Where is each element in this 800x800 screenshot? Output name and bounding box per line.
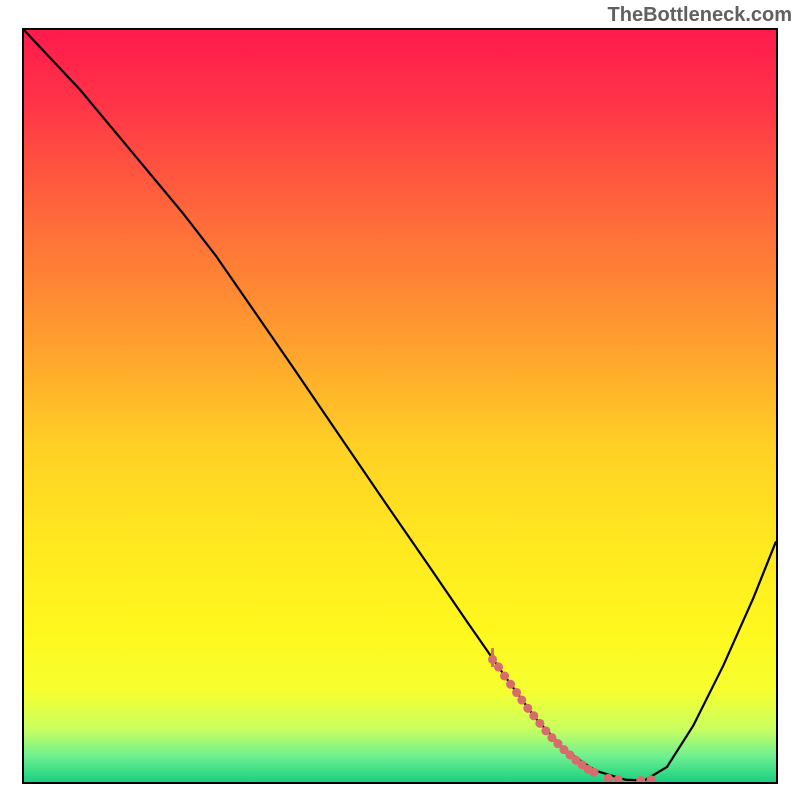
highlight-dot	[500, 671, 509, 680]
bottleneck-curve	[24, 30, 776, 780]
chart-plot-area	[22, 28, 778, 784]
chart-svg-layer	[24, 30, 776, 782]
highlight-dot	[647, 775, 656, 782]
highlight-dot	[506, 680, 515, 689]
watermark-text: TheBottleneck.com	[608, 4, 792, 27]
highlight-dot	[529, 711, 538, 720]
highlight-dot	[636, 776, 645, 782]
highlight-dot	[523, 704, 532, 713]
highlight-dots-group	[488, 655, 656, 782]
highlight-dot	[517, 696, 526, 705]
highlight-dot	[512, 688, 521, 697]
highlight-dot	[541, 726, 550, 735]
highlight-dot	[535, 719, 544, 728]
highlight-dot	[590, 768, 599, 777]
highlight-dot	[494, 662, 503, 671]
